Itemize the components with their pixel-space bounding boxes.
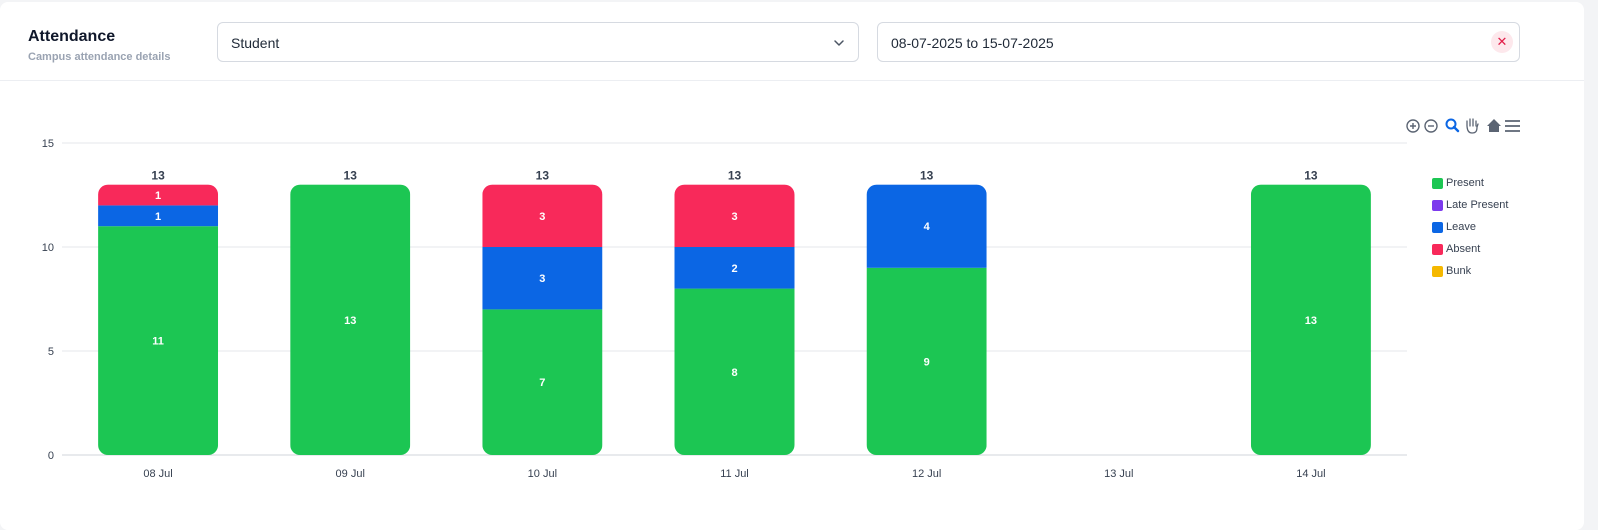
total-label: 13: [151, 169, 165, 183]
legend-label: Absent: [1446, 243, 1481, 255]
x-tick-label: 14 Jul: [1296, 468, 1325, 480]
data-label: 13: [344, 315, 356, 327]
data-label: 13: [1305, 315, 1317, 327]
data-label: 11: [152, 336, 164, 348]
zoom-out-icon[interactable]: [1424, 119, 1438, 133]
chart-legend: Present Late Present Leave Absent Bunk: [1432, 172, 1508, 282]
legend-swatch: [1432, 199, 1443, 211]
x-tick-label: 09 Jul: [336, 468, 365, 480]
page-subtitle: Campus attendance details: [28, 51, 171, 63]
bar-segment-present[interactable]: [866, 267, 987, 455]
page-title: Attendance: [28, 28, 116, 45]
data-label: 2: [731, 263, 737, 275]
legend-label: Late Present: [1446, 199, 1509, 211]
bar-segment-absent[interactable]: [98, 184, 219, 206]
bar-segment-leave[interactable]: [98, 205, 219, 227]
legend-item-late-present[interactable]: Late Present: [1432, 194, 1508, 216]
role-select-value: Student: [231, 35, 280, 51]
chevron-down-icon: [834, 40, 844, 46]
data-label: 7: [539, 377, 545, 389]
total-label: 13: [728, 169, 742, 183]
x-tick-label: 11 Jul: [720, 468, 749, 480]
pan-hand-icon[interactable]: [1466, 118, 1479, 134]
data-label: 8: [731, 367, 737, 379]
bar-segment-leave[interactable]: [866, 184, 987, 268]
legend-swatch: [1432, 265, 1443, 277]
total-label: 13: [536, 169, 550, 183]
x-tick-label: 10 Jul: [528, 468, 557, 480]
bar-segment-leave[interactable]: [482, 247, 603, 310]
bar-segment-present[interactable]: [1250, 184, 1371, 455]
y-tick-label: 10: [42, 242, 54, 254]
legend-item-present[interactable]: Present: [1432, 172, 1508, 194]
legend-label: Bunk: [1446, 265, 1472, 277]
data-label: 1: [155, 190, 161, 202]
date-range-field[interactable]: 08-07-2025 to 15-07-2025 ✕: [877, 22, 1520, 62]
total-label: 13: [1304, 169, 1318, 183]
data-label: 1: [155, 211, 161, 223]
legend-swatch: [1432, 221, 1443, 233]
data-label: 3: [539, 273, 545, 285]
data-label: 3: [539, 211, 545, 223]
data-label: 3: [731, 211, 737, 223]
role-select[interactable]: Student: [217, 22, 859, 62]
data-label: 4: [924, 221, 931, 233]
bar-segment-present[interactable]: [290, 184, 411, 455]
zoom-selection-icon[interactable]: [1445, 118, 1460, 133]
bar-segment-absent[interactable]: [482, 184, 603, 247]
data-label: 9: [924, 356, 930, 368]
total-label: 13: [344, 169, 358, 183]
legend-item-absent[interactable]: Absent: [1432, 238, 1508, 260]
y-tick-label: 5: [48, 346, 54, 358]
x-tick-label: 08 Jul: [143, 468, 172, 480]
bar-segment-present[interactable]: [674, 288, 795, 455]
y-tick-label: 0: [48, 450, 54, 462]
clear-date-button[interactable]: ✕: [1491, 31, 1513, 53]
bar-segment-present[interactable]: [482, 309, 603, 455]
legend-swatch: [1432, 177, 1443, 189]
legend-item-bunk[interactable]: Bunk: [1432, 260, 1508, 282]
reset-home-icon[interactable]: [1487, 119, 1501, 132]
bar-segment-absent[interactable]: [674, 184, 795, 247]
menu-icon[interactable]: [1505, 120, 1520, 132]
legend-swatch: [1432, 243, 1443, 255]
total-label: 13: [920, 169, 934, 183]
legend-label: Leave: [1446, 221, 1476, 233]
legend-item-leave[interactable]: Leave: [1432, 216, 1508, 238]
zoom-in-icon[interactable]: [1406, 119, 1420, 133]
y-tick-label: 15: [42, 138, 54, 150]
card-header: Attendance Campus attendance details Stu…: [0, 2, 1584, 81]
x-tick-label: 13 Jul: [1104, 468, 1133, 480]
bar-segment-leave[interactable]: [674, 247, 795, 289]
legend-label: Present: [1446, 177, 1484, 189]
date-range-value: 08-07-2025 to 15-07-2025: [891, 35, 1054, 51]
bar-segment-present[interactable]: [98, 226, 219, 455]
x-tick-label: 12 Jul: [912, 468, 941, 480]
